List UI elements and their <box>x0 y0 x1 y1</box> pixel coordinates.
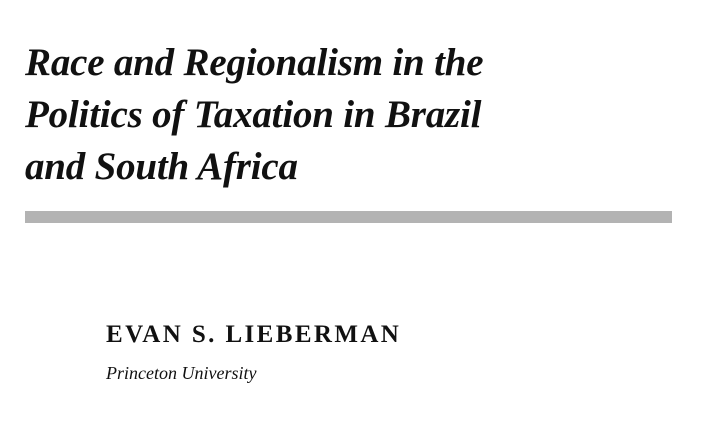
author-affiliation: Princeton University <box>106 363 257 383</box>
article-title: Race and Regionalism in the Politics of … <box>25 37 685 193</box>
title-divider-rule <box>25 211 672 223</box>
author-name: EVAN S. LIEBERMAN <box>106 321 402 348</box>
title-line-3: and South Africa <box>25 145 298 188</box>
title-line-2: Politics of Taxation in Brazil <box>25 93 482 136</box>
title-line-1: Race and Regionalism in the <box>25 41 484 84</box>
